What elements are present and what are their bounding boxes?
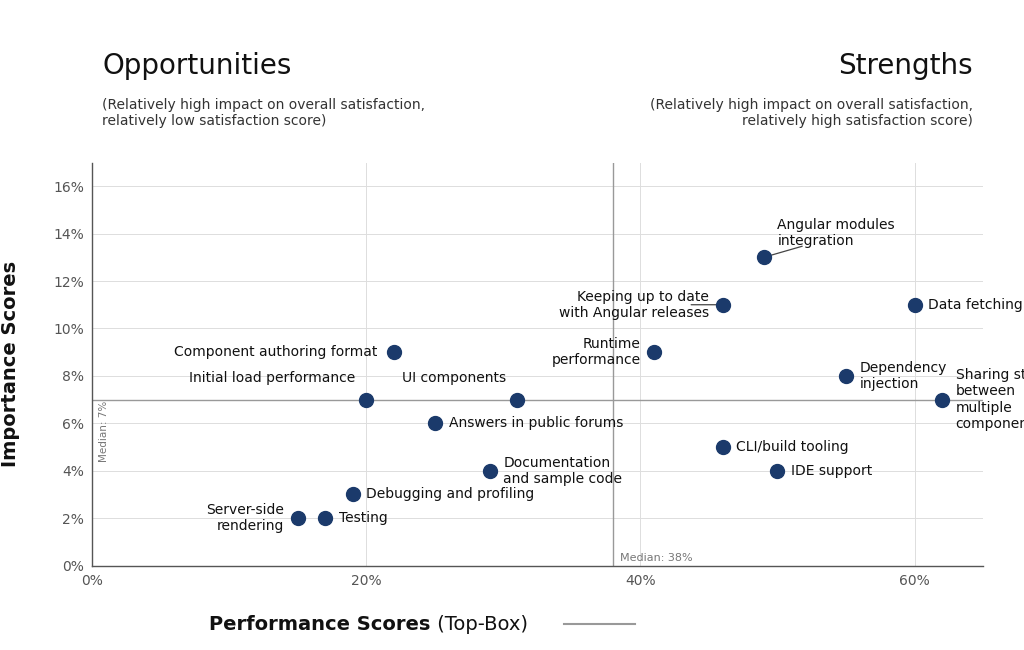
Point xyxy=(509,395,525,405)
Text: Sharing state
between
multiple
components: Sharing state between multiple component… xyxy=(955,369,1024,431)
Point xyxy=(481,465,498,476)
Text: UI components: UI components xyxy=(402,371,506,385)
Text: Testing: Testing xyxy=(339,511,388,525)
Text: Median: 7%: Median: 7% xyxy=(99,401,109,462)
Text: Server-side
rendering: Server-side rendering xyxy=(206,503,284,533)
Text: (Relatively high impact on overall satisfaction,
relatively high satisfaction sc: (Relatively high impact on overall satis… xyxy=(650,98,973,127)
Point xyxy=(317,513,334,523)
Text: (Relatively high impact on overall satisfaction,
relatively low satisfaction sco: (Relatively high impact on overall satis… xyxy=(102,98,425,127)
Text: Component authoring format: Component authoring format xyxy=(174,345,377,359)
Point xyxy=(358,395,375,405)
Text: Keeping up to date
with Angular releases: Keeping up to date with Angular releases xyxy=(559,290,709,320)
Text: Importance Scores: Importance Scores xyxy=(1,261,19,467)
Text: Debugging and profiling: Debugging and profiling xyxy=(367,488,535,501)
Text: (Top-Box): (Top-Box) xyxy=(431,614,527,634)
Point xyxy=(385,347,401,358)
Text: Dependency
injection: Dependency injection xyxy=(860,361,947,391)
Point xyxy=(290,513,306,523)
Text: Documentation
and sample code: Documentation and sample code xyxy=(504,456,623,486)
Point xyxy=(934,395,950,405)
Text: Median: 38%: Median: 38% xyxy=(620,553,692,563)
Point xyxy=(427,418,443,428)
Point xyxy=(906,300,923,310)
Text: Answers in public forums: Answers in public forums xyxy=(449,416,623,430)
Point xyxy=(715,300,731,310)
Text: IDE support: IDE support xyxy=(792,463,872,478)
Text: Performance Scores: Performance Scores xyxy=(209,614,431,634)
Text: Opportunities: Opportunities xyxy=(102,52,292,80)
Text: Initial load performance: Initial load performance xyxy=(189,371,355,385)
Text: Runtime
performance: Runtime performance xyxy=(551,337,640,367)
Text: Data fetching: Data fetching xyxy=(928,298,1023,312)
Point xyxy=(769,465,785,476)
Point xyxy=(756,252,772,263)
Point xyxy=(838,370,854,381)
Point xyxy=(715,442,731,452)
Point xyxy=(646,347,663,358)
Text: Angular modules
integration: Angular modules integration xyxy=(777,218,895,248)
Point xyxy=(344,489,360,500)
Text: Strengths: Strengths xyxy=(839,52,973,80)
Text: CLI/build tooling: CLI/build tooling xyxy=(736,440,849,454)
